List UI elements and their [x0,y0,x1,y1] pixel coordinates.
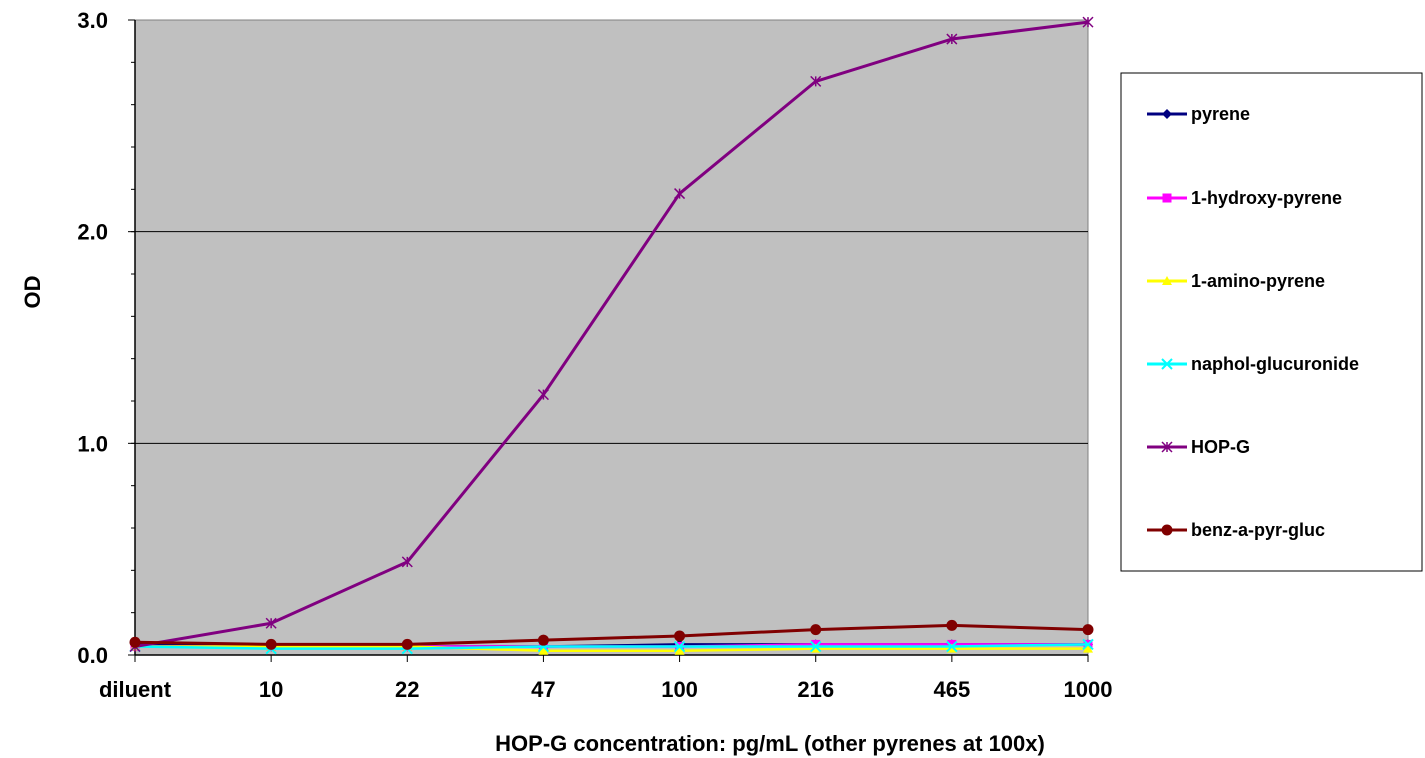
y-tick-label: 2.0 [77,220,108,245]
y-tick-label: 3.0 [77,8,108,33]
data-point [674,630,686,642]
x-tick-label: 1000 [1064,677,1113,702]
series-layer [129,16,1094,655]
legend-swatch-marker [1162,109,1172,119]
legend-item: 1-hydroxy-pyrene [1147,188,1342,208]
x-tick-label: diluent [99,677,172,702]
data-point [1082,624,1094,636]
legend-item: benz-a-pyr-gluc [1147,520,1325,540]
series-line [134,623,1089,646]
data-point [537,389,549,401]
data-point [674,645,685,655]
data-point [265,617,277,629]
legend-label: pyrene [1191,104,1250,124]
data-point [946,640,958,653]
series-HOP-G [129,16,1094,653]
legend-swatch-marker [1161,441,1173,453]
legend-swatch-marker [1162,193,1172,203]
data-point [1082,638,1094,651]
legend-swatch-marker [1162,276,1172,285]
data-point [129,636,141,648]
legend-item: naphol-glucuronide [1147,354,1359,374]
legend-label: 1-hydroxy-pyrene [1191,188,1342,208]
data-point [946,33,958,45]
axes [134,20,1088,656]
legend-item: pyrene [1147,104,1250,124]
legend-item: 1-amino-pyrene [1147,271,1325,291]
legend-label: naphol-glucuronide [1191,354,1359,374]
legend-label: 1-amino-pyrene [1191,271,1325,291]
y-axis-ticks: 0.0 1.0 2.0 3.0 [77,8,135,668]
y-tick-label: 1.0 [77,431,108,456]
data-point [1082,16,1094,28]
series-benz-a-pyr-gluc [129,619,1094,650]
series-line [134,20,1089,649]
legend-label: HOP-G [1191,437,1250,457]
legend-swatch-marker [1161,524,1173,536]
x-tick-label: 47 [531,677,555,702]
x-axis-title: HOP-G concentration: pg/mL (other pyrene… [495,731,1045,756]
gridlines [135,231,1088,444]
data-point [946,619,958,631]
data-point [810,640,822,653]
data-point [401,638,413,650]
legend-label: benz-a-pyr-gluc [1191,520,1325,540]
data-point [265,638,277,650]
x-tick-label: 10 [259,677,283,702]
y-axis-title: OD [20,276,45,309]
series-line [135,645,1088,653]
data-point [674,188,686,200]
legend-swatch-marker [1161,358,1173,370]
series-line [134,643,1089,650]
data-point [401,556,413,568]
data-point [810,75,822,87]
data-point [537,634,549,646]
x-axis-ticks: diluent 10 22 47 100 216 465 1000 [99,655,1113,702]
x-tick-label: 465 [933,677,970,702]
x-tick-label: 100 [661,677,698,702]
x-tick-label: 216 [797,677,834,702]
legend: pyrene 1-hydroxy-pyrene 1-amino-pyrene naph… [1120,72,1423,572]
plot-area [134,19,1089,656]
data-point [673,640,686,653]
y-tick-label: 0.0 [77,643,108,668]
data-point [1083,643,1093,653]
data-point [810,624,822,636]
legend-box [1120,72,1423,572]
x-tick-label: 22 [395,677,419,702]
data-point [538,645,549,655]
legend-item: HOP-G [1147,437,1250,457]
